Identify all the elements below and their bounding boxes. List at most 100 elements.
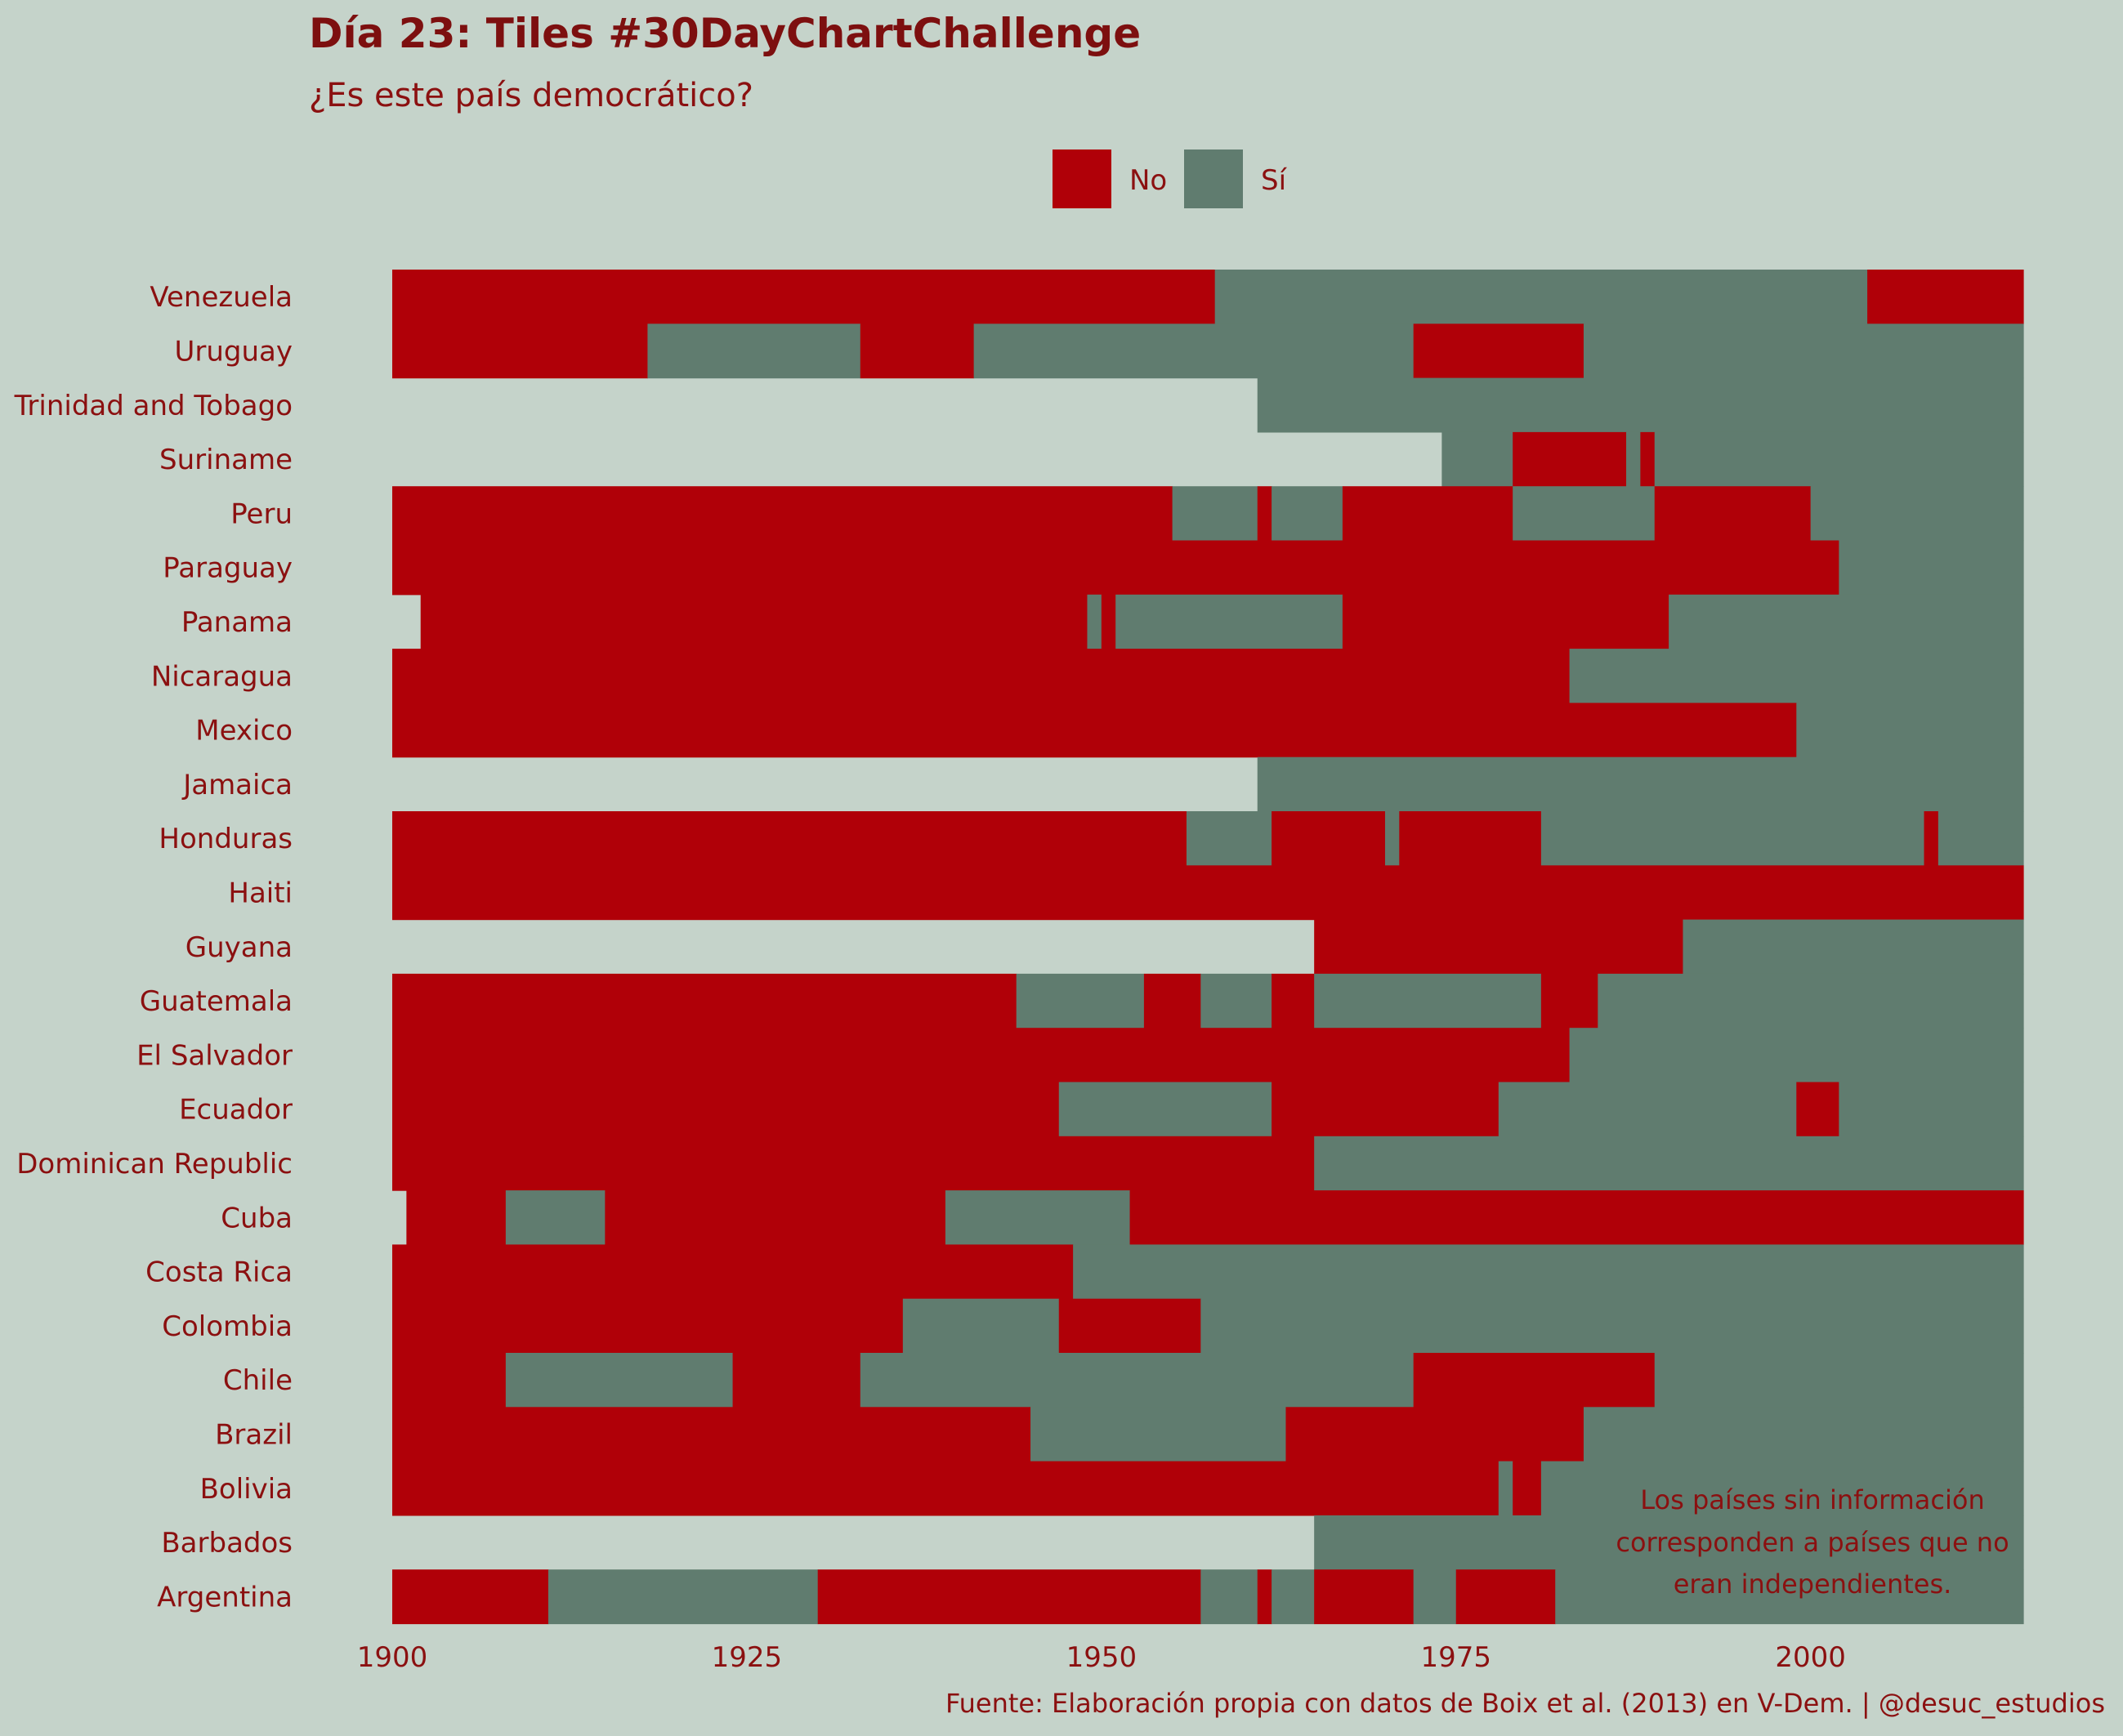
- country-label-brazil: Brazil: [215, 1418, 293, 1451]
- tile-honduras-5: [1540, 811, 1925, 866]
- tile-mexico-1: [1796, 703, 2024, 758]
- tile-brazil-3: [1583, 1407, 2024, 1462]
- tile-guatemala-6: [1540, 973, 1598, 1029]
- tile-argentina-7: [1413, 1569, 1457, 1625]
- annotation-line-1: Los países sin información: [1640, 1484, 1984, 1515]
- tile-brazil-2: [1285, 1407, 1584, 1462]
- country-label-paraguay: Paraguay: [163, 552, 293, 585]
- tile-suriname-3: [1640, 431, 1656, 487]
- tile-haiti-0: [392, 865, 2024, 921]
- country-label-peru: Peru: [230, 498, 293, 530]
- tile-ecuador-2: [1272, 1082, 1500, 1137]
- chart-title: Día 23: Tiles #30DayChartChallenge: [309, 10, 1141, 57]
- legend: No Sí: [1053, 150, 1288, 208]
- x-tick-label-1925: 1925: [712, 1641, 783, 1674]
- tile-chile-0: [392, 1353, 507, 1408]
- tile-colombia-1: [902, 1298, 1060, 1354]
- country-label-dominican-republic: Dominican Republic: [16, 1148, 293, 1180]
- country-label-colombia: Colombia: [162, 1310, 293, 1343]
- country-label-nicaragua: Nicaragua: [151, 660, 293, 693]
- tile-chile-3: [860, 1353, 1415, 1408]
- tile-uruguay-0: [392, 324, 649, 379]
- tile-honduras-7: [1938, 811, 2024, 866]
- country-labels: Venezuela Uruguay Trinidad and Tobago Surin…: [14, 281, 293, 1613]
- tile-peru-3: [1272, 486, 1343, 542]
- tile-cuba-0: [406, 1190, 507, 1245]
- country-label-jamaica: Jamaica: [181, 769, 293, 801]
- tile-argentina-3: [1200, 1569, 1258, 1625]
- tile-peru-7: [1810, 486, 2024, 542]
- country-label-bolivia: Bolivia: [200, 1473, 293, 1506]
- tile-ecuador-4: [1796, 1082, 1839, 1137]
- tile-guatemala-5: [1314, 973, 1542, 1029]
- tile-trinidad-and-tobago-0: [1257, 377, 2024, 433]
- tile-argentina-4: [1257, 1569, 1272, 1625]
- tile-uruguay-2: [860, 324, 975, 379]
- tile-ecuador-0: [392, 1082, 1060, 1137]
- tile-chile-5: [1654, 1353, 2024, 1408]
- tile-paraguay-1: [1839, 540, 2024, 596]
- tile-bolivia-1: [1498, 1461, 1513, 1516]
- tile-panama-5: [1669, 594, 2024, 649]
- tile-venezuela-2: [1867, 270, 2024, 324]
- tile-dominican-republic-1: [1314, 1136, 2024, 1191]
- country-label-uruguay: Uruguay: [175, 335, 293, 368]
- tile-panama-2: [1101, 594, 1116, 649]
- tile-honduras-2: [1272, 811, 1386, 866]
- tile-uruguay-5: [1583, 324, 2024, 379]
- tile-argentina-8: [1455, 1569, 1556, 1625]
- tile-nicaragua-1: [1569, 649, 2024, 703]
- x-tick-label-1950: 1950: [1066, 1641, 1137, 1674]
- tile-cuba-2: [605, 1190, 946, 1245]
- tile-el-salvador-0: [392, 1028, 1571, 1083]
- tile-chile-2: [732, 1353, 861, 1408]
- tile-barbados-0: [1314, 1515, 2024, 1570]
- chart-subtitle: ¿Es este país democrático?: [309, 77, 753, 114]
- tile-el-salvador-1: [1569, 1028, 2024, 1083]
- tile-suriname-0: [1441, 431, 1513, 487]
- tile-colombia-3: [1200, 1298, 2024, 1354]
- country-label-trinidad-and-tobago: Trinidad and Tobago: [14, 390, 293, 422]
- legend-label-yes: Sí: [1261, 164, 1288, 197]
- tile-honduras-6: [1924, 811, 1939, 866]
- tile-mexico-0: [392, 703, 1797, 758]
- tile-guatemala-4: [1272, 973, 1315, 1029]
- tile-uruguay-4: [1413, 324, 1584, 379]
- tile-colombia-2: [1058, 1298, 1201, 1354]
- tile-peru-6: [1654, 486, 1812, 542]
- legend-swatch-no: [1053, 150, 1111, 208]
- tile-peru-5: [1513, 486, 1656, 542]
- x-tick-label-2000: 2000: [1775, 1641, 1846, 1674]
- legend-label-no: No: [1129, 164, 1167, 197]
- country-label-cuba: Cuba: [221, 1202, 293, 1234]
- tile-paraguay-0: [392, 540, 1839, 596]
- x-tick-label-1900: 1900: [357, 1641, 428, 1674]
- tile-argentina-6: [1314, 1569, 1415, 1625]
- tile-venezuela-1: [1214, 270, 1868, 324]
- tile-suriname-2: [1626, 431, 1641, 487]
- tile-cuba-4: [1129, 1190, 2024, 1245]
- tile-brazil-0: [392, 1407, 1031, 1462]
- country-label-venezuela: Venezuela: [150, 281, 293, 314]
- country-label-chile: Chile: [223, 1364, 293, 1397]
- annotation-line-3: eran independientes.: [1674, 1569, 1952, 1600]
- legend-swatch-yes: [1184, 150, 1243, 208]
- country-label-el-salvador: El Salvador: [136, 1039, 293, 1072]
- tile-guatemala-7: [1598, 973, 2024, 1029]
- tile-guyana-0: [1314, 919, 1684, 975]
- tile-costa-rica-0: [392, 1244, 1074, 1300]
- tile-guatemala-0: [392, 973, 1017, 1029]
- tile-honduras-0: [392, 811, 1187, 866]
- country-label-suriname: Suriname: [159, 444, 293, 476]
- tile-bolivia-2: [1513, 1461, 1542, 1516]
- tile-guyana-1: [1683, 919, 2024, 975]
- tile-argentina-1: [548, 1569, 819, 1625]
- tile-argentina-0: [392, 1569, 549, 1625]
- tile-honduras-3: [1384, 811, 1400, 866]
- tile-uruguay-3: [973, 324, 1415, 379]
- tile-brazil-1: [1030, 1407, 1287, 1462]
- tile-guatemala-1: [1016, 973, 1145, 1029]
- source-caption: Fuente: Elaboración propia con datos de …: [945, 1688, 2105, 1719]
- tile-nicaragua-0: [392, 649, 1571, 703]
- country-label-costa-rica: Costa Rica: [145, 1256, 293, 1289]
